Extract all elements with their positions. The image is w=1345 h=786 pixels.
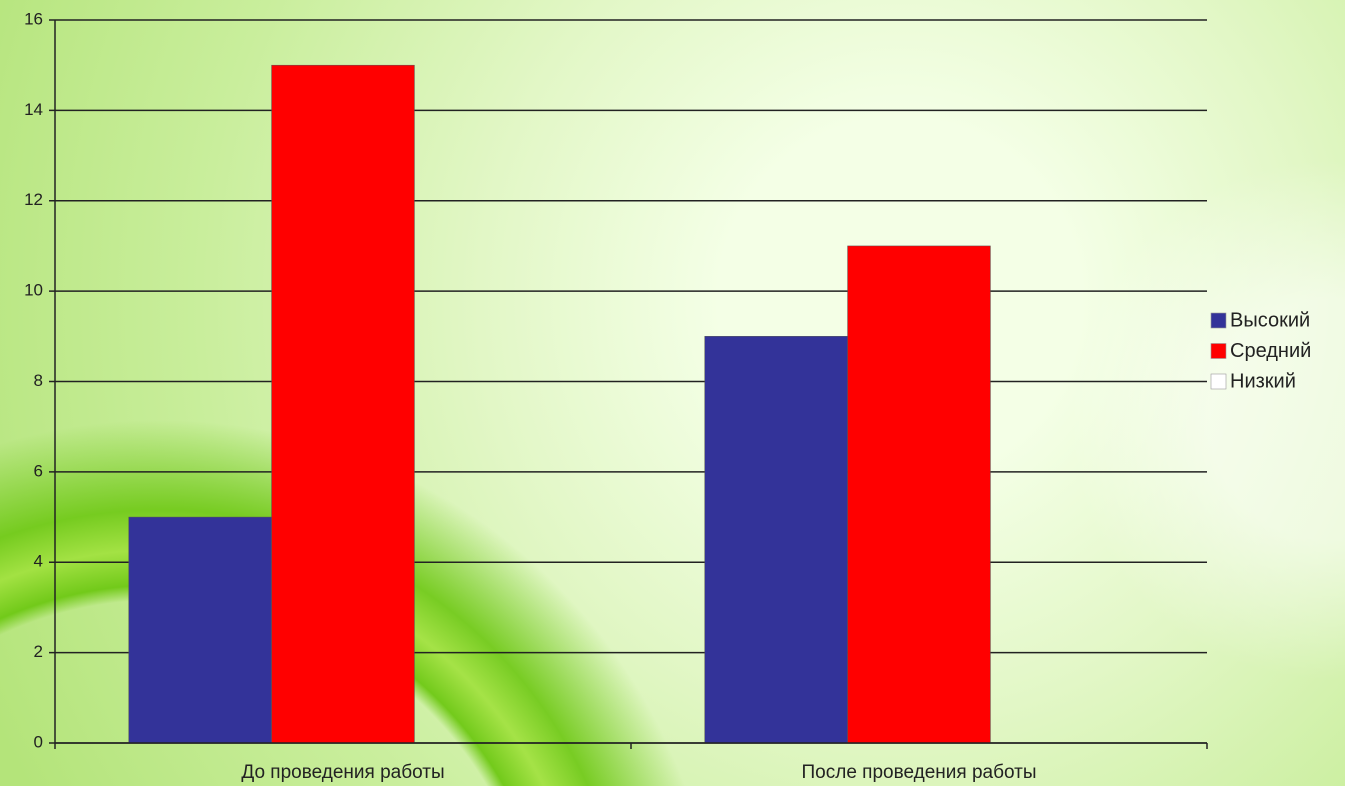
y-tick-label: 0 [34,732,43,751]
legend-label: Средний [1230,340,1311,362]
x-tick-label: До проведения работы [241,762,444,783]
y-tick-label: 6 [34,461,43,480]
y-tick-label: 8 [34,371,43,390]
legend-swatch [1210,343,1227,359]
y-tick-label: 16 [24,9,43,28]
bar [128,516,272,744]
x-tick-label: После проведения работы [802,762,1037,783]
y-tick-label: 10 [24,281,43,300]
bar [271,64,415,744]
legend-label: Низкий [1230,370,1296,392]
y-tick-label: 2 [34,642,43,661]
y-tick-label: 4 [34,552,43,571]
y-tick-label: 12 [24,190,43,209]
legend-swatch [1210,373,1227,390]
y-tick-label: 14 [24,100,43,119]
bar [847,245,991,744]
legend-swatch [1210,312,1227,329]
legend-label: Высокий [1230,309,1310,331]
bar [704,336,848,744]
